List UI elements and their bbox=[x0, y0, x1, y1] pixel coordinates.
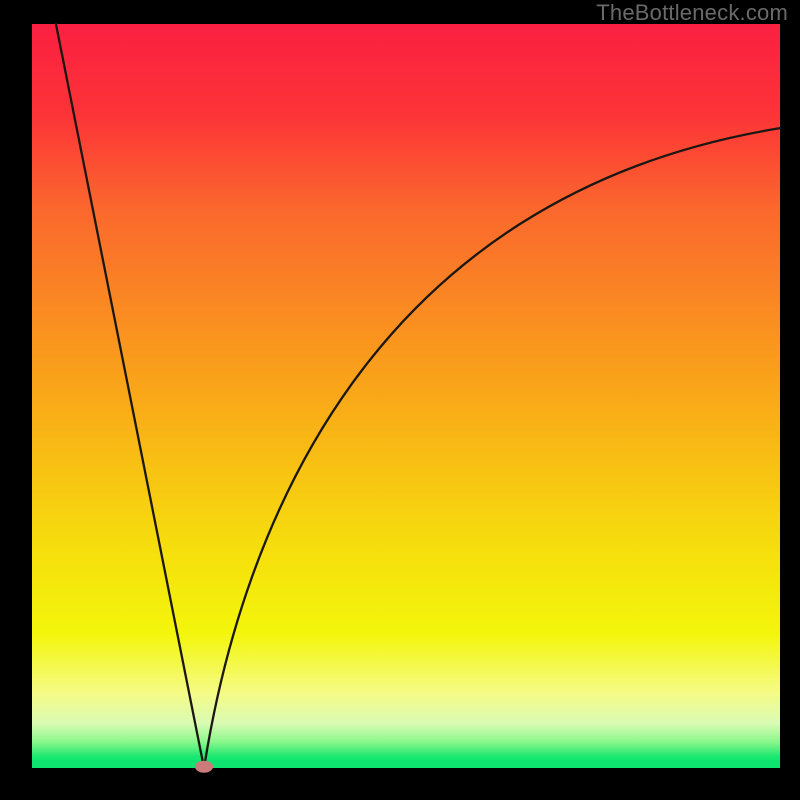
minimum-marker bbox=[195, 761, 213, 773]
bottleneck-chart bbox=[0, 0, 800, 800]
watermark-label: TheBottleneck.com bbox=[596, 0, 788, 26]
chart-container: TheBottleneck.com bbox=[0, 0, 800, 800]
plot-bottom-band bbox=[32, 760, 780, 768]
plot-background-gradient bbox=[32, 24, 780, 768]
